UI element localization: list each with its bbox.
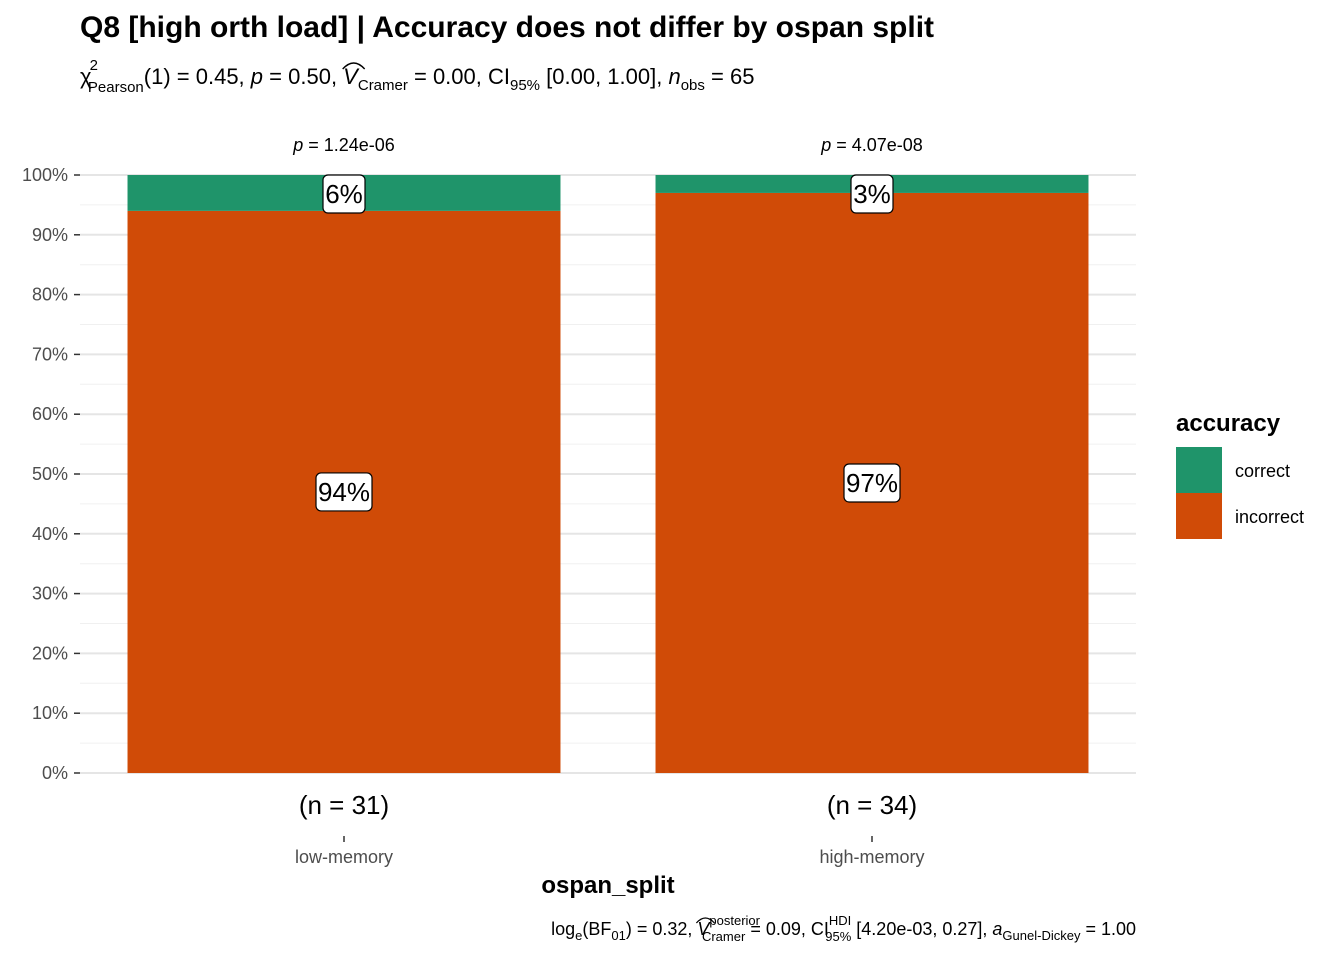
- legend-title: accuracy: [1176, 410, 1281, 437]
- x-tick-label: low-memory: [295, 847, 393, 867]
- y-tick-label: 80%: [32, 285, 68, 305]
- p-value-label: p = 1.24e-06: [292, 135, 395, 155]
- bar-label-box: [843, 463, 901, 503]
- chart-caption: loge(BF01) = 0.32, Vposterior Cramer = 0.…: [551, 913, 1136, 944]
- x-axis: (n = 31) low-memory (n = 34) high-memory: [295, 790, 925, 867]
- v-hat-subtitle: [342, 62, 366, 70]
- y-tick-label: 70%: [32, 344, 68, 364]
- legend-label-incorrect: incorrect: [1235, 507, 1304, 527]
- y-tick-label: 30%: [32, 584, 68, 604]
- bar-label: 94%: [318, 477, 370, 507]
- n-count-label: (n = 34): [827, 790, 917, 820]
- bar-label-box: [315, 472, 373, 512]
- bar-label: 3%: [853, 179, 891, 209]
- bar-label: 6%: [325, 179, 363, 209]
- y-tick-label: 90%: [32, 225, 68, 245]
- y-tick-label: 10%: [32, 703, 68, 723]
- bar-labels: 94% 6% p = 1.24e-06 97% 3% p = 4.07e-08: [292, 135, 923, 512]
- legend-swatch-incorrect: [1176, 493, 1222, 539]
- y-tick-label: 40%: [32, 524, 68, 544]
- y-tick-label: 60%: [32, 404, 68, 424]
- p-value-label: p = 4.07e-08: [820, 135, 923, 155]
- bar-label-box: [322, 174, 366, 214]
- legend: accuracy correct incorrect: [1176, 410, 1304, 539]
- v-hat-caption: [695, 917, 715, 924]
- x-tick-label: high-memory: [819, 847, 924, 867]
- chart-title: Q8 [high orth load] | Accuracy does not …: [80, 11, 934, 44]
- bar-label: 97%: [846, 468, 898, 498]
- y-tick-label: 20%: [32, 643, 68, 663]
- bar-label-box: [850, 174, 894, 214]
- n-count-label: (n = 31): [299, 790, 389, 820]
- y-tick-label: 50%: [32, 464, 68, 484]
- chart-subtitle: χ2 Pearson(1) = 0.45, p = 0.50, VCramer =…: [80, 57, 754, 96]
- y-tick-label: 100%: [22, 165, 68, 185]
- legend-swatch-correct: [1176, 447, 1222, 493]
- x-axis-label: ospan_split: [541, 872, 674, 899]
- y-axis: 0% 10% 20% 30% 40% 50% 60% 70% 80% 90% 100%: [22, 165, 80, 783]
- legend-label-correct: correct: [1235, 461, 1290, 481]
- y-tick-label: 0%: [42, 763, 68, 783]
